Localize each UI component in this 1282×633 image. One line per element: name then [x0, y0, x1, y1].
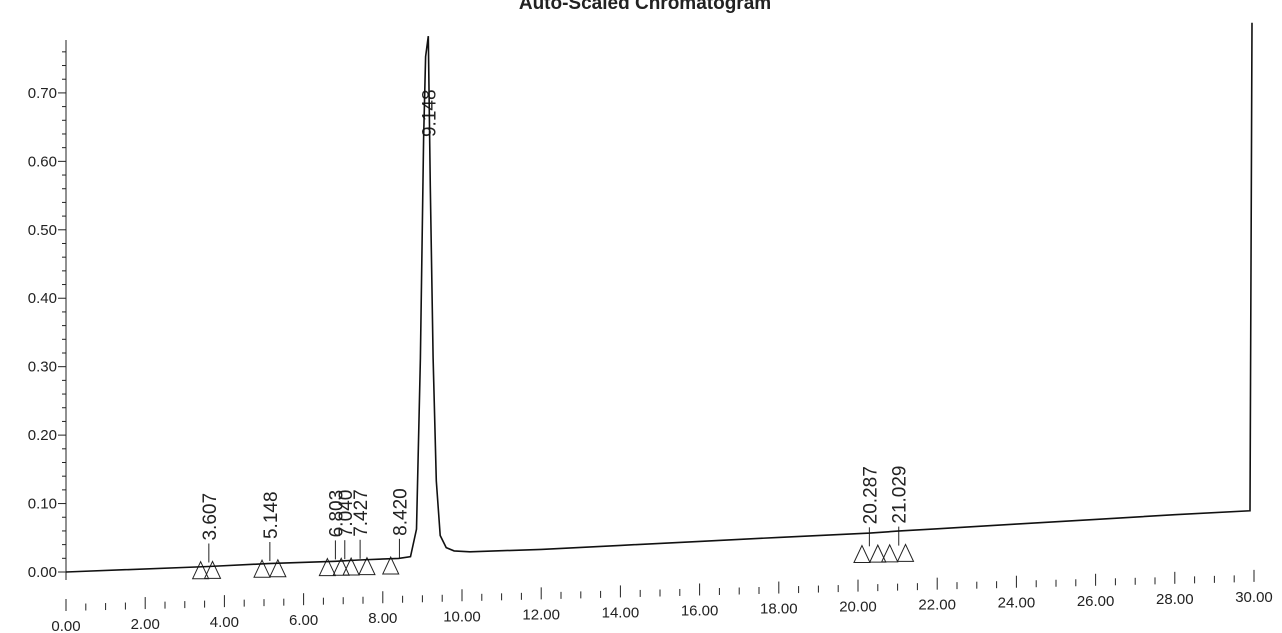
x-tick-label: 30.00	[1235, 589, 1273, 606]
peak-marker	[896, 543, 915, 562]
peak-label: 21.029	[890, 465, 911, 523]
peak-markers	[191, 543, 915, 580]
chart-title: Auto-Scaled Chromatogram	[519, 0, 771, 14]
y-tick-label: 0.30	[28, 359, 57, 376]
x-tick-label: 0.00	[51, 618, 80, 633]
peak-marker	[869, 543, 887, 563]
chromatogram-trace	[65, 22, 1253, 573]
peak-label: 3.607	[200, 493, 221, 541]
y-tick-label: 0.10	[28, 496, 57, 513]
x-tick-label: 28.00	[1156, 591, 1194, 608]
peak-leaders	[208, 526, 900, 563]
x-tick-label: 10.00	[443, 608, 481, 625]
x-tick-label: 16.00	[681, 602, 719, 619]
peak-marker	[269, 558, 287, 578]
peak-marker	[318, 557, 337, 577]
x-tick-label: 18.00	[760, 601, 798, 618]
y-tick-label: 0.70	[28, 85, 57, 102]
peak-marker	[253, 559, 271, 578]
y-tick-label: 0.20	[28, 427, 57, 444]
peak-label: 6.803	[326, 490, 347, 538]
peak-marker	[358, 556, 376, 576]
x-tick-label: 26.00	[1077, 593, 1115, 610]
peak-marker	[853, 544, 871, 563]
peak-label: 20.287	[860, 466, 881, 524]
peak-label: 7.427	[351, 489, 372, 537]
peak-marker	[191, 560, 210, 580]
x-axis-ticks: 0.00 2.00 4.00 6.00 8.00 10.00 12.00 14.00 16.00…	[51, 569, 1273, 633]
peak-marker	[203, 560, 222, 579]
y-tick-label: 0.50	[28, 222, 57, 239]
peak-label: 8.420	[390, 488, 411, 536]
peak-marker	[880, 543, 899, 563]
y-tick-label: 0.60	[28, 153, 57, 170]
x-tick-label: 6.00	[289, 612, 318, 629]
peak-label: 5.148	[261, 491, 282, 539]
peak-marker	[332, 557, 351, 576]
x-tick-label: 4.00	[210, 614, 239, 631]
y-tick-label: 0.40	[28, 290, 57, 307]
x-tick-label: 12.00	[522, 606, 560, 623]
peak-marker	[342, 556, 360, 576]
x-tick-label: 8.00	[368, 610, 397, 627]
y-tick-label: 0.00	[28, 564, 57, 581]
x-tick-label: 14.00	[602, 604, 640, 621]
peak-label: 7.040	[336, 490, 357, 538]
x-tick-label: 22.00	[918, 597, 956, 614]
y-axis-ticks: 0.00 0.10 0.20 0.30 0.40 0.50 0.60 0.70	[28, 51, 66, 581]
x-tick-label: 20.00	[839, 599, 877, 616]
x-tick-label: 2.00	[131, 616, 160, 633]
x-tick-label: 24.00	[998, 595, 1036, 612]
peak-marker	[381, 555, 400, 575]
